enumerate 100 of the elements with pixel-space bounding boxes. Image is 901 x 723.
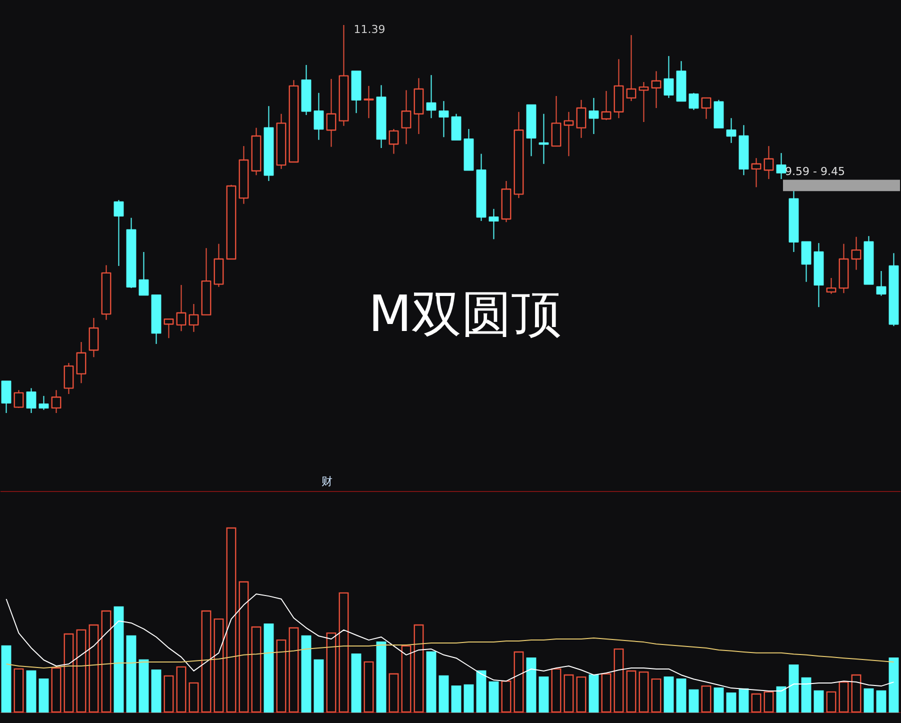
candlestick bbox=[638, 82, 649, 122]
candlestick bbox=[438, 100, 449, 138]
bar bbox=[201, 610, 212, 713]
bar bbox=[26, 670, 36, 713]
bar bbox=[626, 670, 636, 713]
candlestick bbox=[701, 97, 712, 120]
bar bbox=[576, 676, 586, 713]
candlestick bbox=[38, 395, 49, 410]
candlestick bbox=[326, 78, 336, 148]
candlestick bbox=[14, 390, 24, 408]
candlestick bbox=[176, 284, 186, 332]
bar bbox=[188, 682, 199, 713]
bar bbox=[464, 684, 474, 713]
bar bbox=[76, 629, 86, 713]
bar bbox=[1, 645, 12, 713]
bar bbox=[38, 678, 49, 713]
candlestick bbox=[601, 90, 612, 121]
candlestick bbox=[76, 341, 86, 384]
bar bbox=[101, 610, 112, 713]
bar bbox=[826, 691, 836, 713]
candlestick bbox=[851, 236, 862, 270]
bar bbox=[726, 692, 736, 713]
candlestick bbox=[188, 303, 199, 332]
bar bbox=[888, 657, 899, 713]
candlestick bbox=[551, 96, 562, 147]
bar bbox=[814, 690, 824, 713]
bar bbox=[701, 685, 712, 713]
text: 财 bbox=[322, 475, 332, 488]
candlestick bbox=[451, 113, 462, 140]
bar bbox=[851, 674, 862, 713]
bar bbox=[14, 668, 24, 713]
bar bbox=[451, 685, 462, 713]
bar bbox=[138, 659, 149, 713]
candlestick bbox=[876, 270, 886, 296]
bar bbox=[638, 671, 649, 713]
bar bbox=[226, 527, 236, 713]
bar bbox=[176, 666, 186, 713]
candlestick bbox=[401, 90, 412, 145]
bar bbox=[476, 670, 486, 713]
bar bbox=[801, 677, 812, 713]
bar bbox=[776, 686, 786, 713]
bar bbox=[714, 687, 724, 713]
bar bbox=[488, 681, 499, 713]
candlestick bbox=[826, 277, 836, 294]
candlestick bbox=[114, 199, 124, 266]
bar bbox=[501, 680, 512, 713]
candlestick bbox=[726, 118, 736, 144]
bar bbox=[351, 653, 362, 713]
bar bbox=[376, 641, 386, 713]
bar bbox=[788, 664, 799, 713]
bar bbox=[51, 667, 62, 713]
bar bbox=[214, 618, 224, 713]
bar bbox=[326, 632, 336, 713]
bar bbox=[751, 693, 762, 713]
candlestick bbox=[801, 241, 812, 282]
candlestick bbox=[651, 70, 662, 109]
bar bbox=[401, 645, 412, 713]
candlestick bbox=[51, 390, 62, 414]
candlestick bbox=[626, 34, 636, 102]
candlestick bbox=[88, 317, 99, 358]
bar bbox=[438, 675, 449, 713]
bar bbox=[764, 691, 774, 713]
bar bbox=[601, 673, 612, 713]
bar bbox=[688, 689, 699, 713]
bar bbox=[364, 661, 374, 713]
candlestick bbox=[764, 146, 774, 180]
candlestick bbox=[688, 92, 699, 110]
candlestick bbox=[664, 56, 674, 98]
bar bbox=[88, 624, 99, 713]
bar bbox=[288, 627, 299, 713]
candlestick bbox=[776, 152, 786, 180]
bar bbox=[64, 633, 74, 713]
candlestick bbox=[576, 99, 586, 138]
candlestick bbox=[364, 85, 374, 119]
bar bbox=[551, 668, 562, 713]
candlestick bbox=[751, 158, 762, 188]
bar bbox=[114, 606, 124, 713]
candlestick bbox=[314, 92, 324, 140]
bar bbox=[276, 639, 286, 713]
candlestick bbox=[1, 380, 12, 414]
bar bbox=[838, 681, 849, 713]
candlestick bbox=[388, 128, 399, 154]
bar bbox=[414, 624, 424, 713]
candlestick bbox=[488, 208, 499, 240]
bar bbox=[738, 688, 749, 713]
candlestick bbox=[26, 388, 36, 414]
bar bbox=[864, 688, 874, 713]
candlestick bbox=[164, 318, 174, 339]
annotation: 11.39 bbox=[354, 23, 386, 36]
bar bbox=[676, 678, 686, 713]
candlestick bbox=[588, 97, 599, 135]
bar bbox=[876, 690, 886, 713]
bar bbox=[564, 674, 574, 713]
bar bbox=[151, 669, 162, 713]
bar bbox=[164, 675, 174, 713]
bar bbox=[538, 676, 549, 713]
bar bbox=[388, 673, 399, 713]
bar bbox=[426, 651, 436, 713]
bar bbox=[588, 674, 599, 713]
bar bbox=[314, 659, 324, 713]
